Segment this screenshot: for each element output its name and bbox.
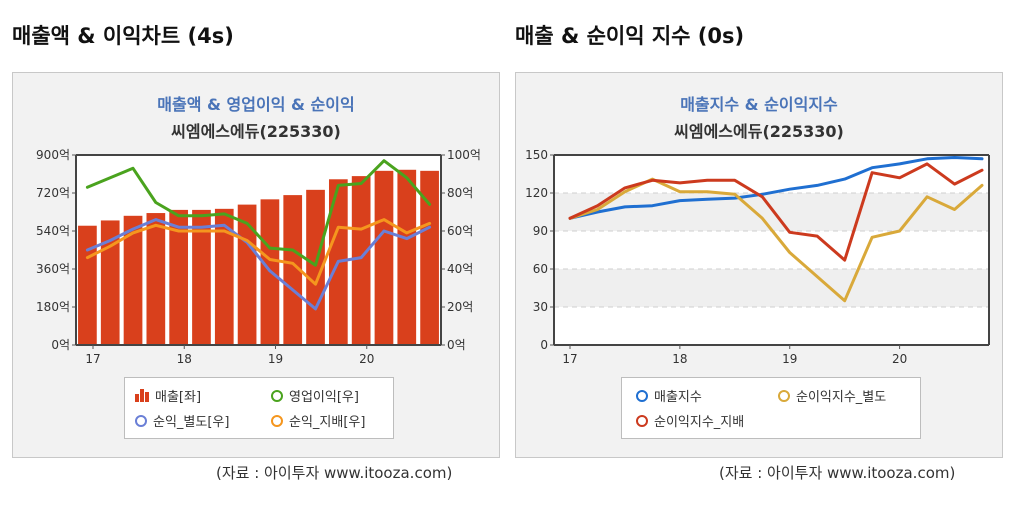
legend-net-separate: 순익_별도[우]	[135, 411, 229, 430]
y-tick-label: 60	[533, 262, 548, 276]
series-line-영업이익[우]	[85, 159, 432, 267]
revenue-bar	[214, 208, 234, 345]
legend-revenue-index-label: 매출지수	[654, 390, 702, 405]
revenue-bar	[100, 220, 120, 345]
right-y-tick-label: 100억	[447, 148, 481, 162]
x-tick-label: 18	[177, 352, 192, 366]
legend-net-separate-label: 순익_별도[우]	[153, 415, 230, 430]
x-tick-label: 19	[268, 352, 283, 366]
left-y-tick-label: 360억	[36, 262, 70, 276]
index-line-순이익지수_지배	[568, 162, 984, 262]
legend-net-index-controlling: 순이익지수_지배	[636, 411, 744, 430]
right-y-tick-label: 40억	[447, 262, 473, 276]
right-legend: 매출지수 순이익지수_별도 순이익지수_지배	[621, 377, 921, 439]
orange-circle-icon	[271, 414, 283, 427]
blue-circle-icon	[135, 414, 147, 427]
right-source: (자료 : 아이투자 www.itooza.com)	[719, 464, 956, 482]
left-y-tick-label: 720억	[36, 186, 70, 200]
legend-revenue-label: 매출[좌]	[155, 390, 202, 405]
right-chart-svg: 0 30 60 90 120 150 17 18 19 20	[525, 148, 990, 366]
left-chart-title: 매출액 & 영업이익 & 순이익	[157, 95, 355, 114]
y-tick-label: 150	[525, 148, 548, 162]
x-tick-label: 17	[85, 352, 100, 366]
series-line-순익_별도[우]	[85, 218, 432, 311]
green-circle-icon	[271, 389, 283, 402]
x-tick-label: 19	[782, 352, 797, 366]
bar-chart-icon	[135, 389, 149, 402]
right-y-tick-label: 20억	[447, 300, 473, 314]
left-y-tick-label: 540억	[36, 224, 70, 238]
revenue-bar	[374, 170, 394, 345]
revenue-bar	[192, 209, 211, 345]
left-y-tick-label: 0억	[51, 338, 70, 352]
left-chart-company: 씨엠에스에듀(225330)	[171, 122, 341, 141]
right-chart-title: 매출지수 & 순이익지수	[680, 95, 838, 114]
left-chart-panel: 매출액 & 영업이익 & 순이익 씨엠에스에듀(225330) 0억 180억 36…	[12, 72, 500, 458]
legend-op-income-label: 영업이익[우]	[289, 390, 359, 405]
right-chart-company: 씨엠에스에듀(225330)	[674, 122, 844, 141]
left-y-tick-label: 180억	[36, 300, 70, 314]
y-tick-label: 120	[525, 186, 548, 200]
legend-net-controlling: 순익_지배[우]	[271, 411, 365, 430]
revenue-bar	[169, 209, 189, 345]
revenue-bar	[420, 170, 439, 345]
legend-net-index-separate-label: 순이익지수_별도	[796, 390, 887, 405]
y-tick-label: 0	[540, 338, 548, 352]
revenue-bar	[78, 225, 97, 345]
y-tick-label: 90	[533, 224, 548, 238]
revenue-bar	[283, 195, 303, 345]
x-tick-label: 17	[562, 352, 577, 366]
x-tick-label: 20	[892, 352, 907, 366]
legend-op-income: 영업이익[우]	[271, 386, 359, 405]
right-y-tick-label: 60억	[447, 224, 473, 238]
legend-net-controlling-label: 순익_지배[우]	[289, 415, 366, 430]
right-y-tick-label: 0억	[447, 338, 466, 352]
x-tick-label: 20	[359, 352, 374, 366]
left-chart-svg: 0억 180억 360억 540억 720억 900억 0억 20억 40억 60억 80억 100억…	[36, 148, 481, 366]
x-tick-label: 18	[672, 352, 687, 366]
index-line-매출지수	[568, 156, 984, 220]
revenue-bar	[237, 204, 257, 345]
revenue-bar	[146, 213, 166, 345]
right-section-title: 매출 & 순이익 지수 (0s)	[515, 24, 745, 48]
series-line-순익_지배[우]	[85, 218, 432, 286]
left-section-title: 매출액 & 이익차트 (4s)	[12, 24, 234, 48]
legend-revenue: 매출[좌]	[135, 386, 201, 405]
revenue-bar	[397, 169, 417, 345]
legend-revenue-index: 매출지수	[636, 386, 702, 405]
left-y-tick-label: 900억	[36, 148, 70, 162]
right-plot-area	[554, 155, 989, 345]
blue-circle-icon	[636, 389, 648, 402]
red-circle-icon	[636, 414, 648, 427]
revenue-bar	[351, 176, 371, 345]
legend-net-index-controlling-label: 순이익지수_지배	[654, 415, 745, 430]
left-source: (자료 : 아이투자 www.itooza.com)	[216, 464, 453, 482]
legend-net-index-separate: 순이익지수_별도	[778, 386, 886, 405]
revenue-bar	[123, 215, 143, 345]
left-legend: 매출[좌] 영업이익[우] 순익_별도[우] 순익_지배[우]	[124, 377, 394, 439]
gold-circle-icon	[778, 389, 790, 402]
y-tick-label: 30	[533, 300, 548, 314]
right-y-tick-label: 80억	[447, 186, 473, 200]
grid-band	[554, 269, 989, 307]
right-chart-panel: 매출지수 & 순이익지수 씨엠에스에듀(225330) 0 30 60 90 120 15…	[515, 72, 1003, 458]
